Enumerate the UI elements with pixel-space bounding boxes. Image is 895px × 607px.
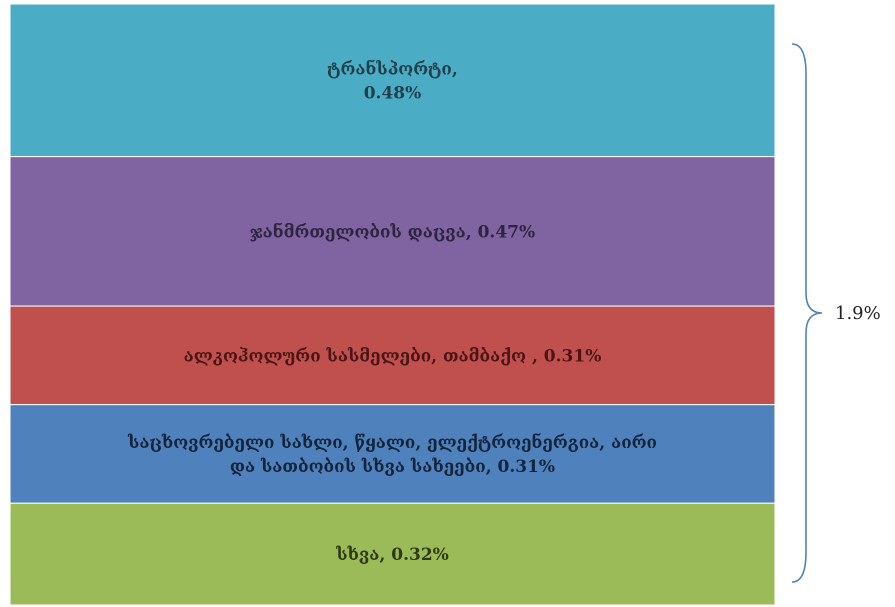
total-label: 1.9%	[835, 303, 881, 324]
bar-segment	[9, 404, 776, 504]
segment-labels-group: ტრანსპორტი, 0.48% ჯანმრთელობის დაცვა, 0.47…	[127, 58, 657, 565]
segment-label: ტრანსპორტი, 0.48%	[327, 58, 458, 103]
total-brace	[791, 43, 823, 583]
segment-label-line: 0.48%	[364, 83, 422, 103]
segment-label: ჯანმრთელობის დაცვა, 0.47%	[250, 221, 535, 242]
bar-segment	[9, 502, 776, 606]
segment-label-line: და სათბობის სხვა სახეები, 0.31%	[230, 457, 555, 477]
bar-segment	[9, 305, 776, 406]
segment-label: სხვა, 0.32%	[335, 545, 449, 565]
segment-label-line: ჯანმრთელობის დაცვა, 0.47%	[250, 221, 535, 242]
segment-label-line: ტრანსპორტი,	[327, 58, 458, 79]
segment-label-line: საცხოვრებელი სახლი, წყალი, ელექტროენერგი…	[127, 432, 657, 453]
bar-segment	[9, 156, 776, 307]
segment-label-line: სხვა, 0.32%	[335, 545, 449, 565]
bar-segment	[9, 3, 776, 158]
segment-label: ალკოჰოლური სასმელები, თამბაქო , 0.31%	[184, 346, 602, 366]
segments-group	[9, 3, 776, 606]
segment-label-line: ალკოჰოლური სასმელები, თამბაქო , 0.31%	[184, 346, 602, 366]
segment-label: საცხოვრებელი სახლი, წყალი, ელექტროენერგი…	[127, 432, 657, 477]
